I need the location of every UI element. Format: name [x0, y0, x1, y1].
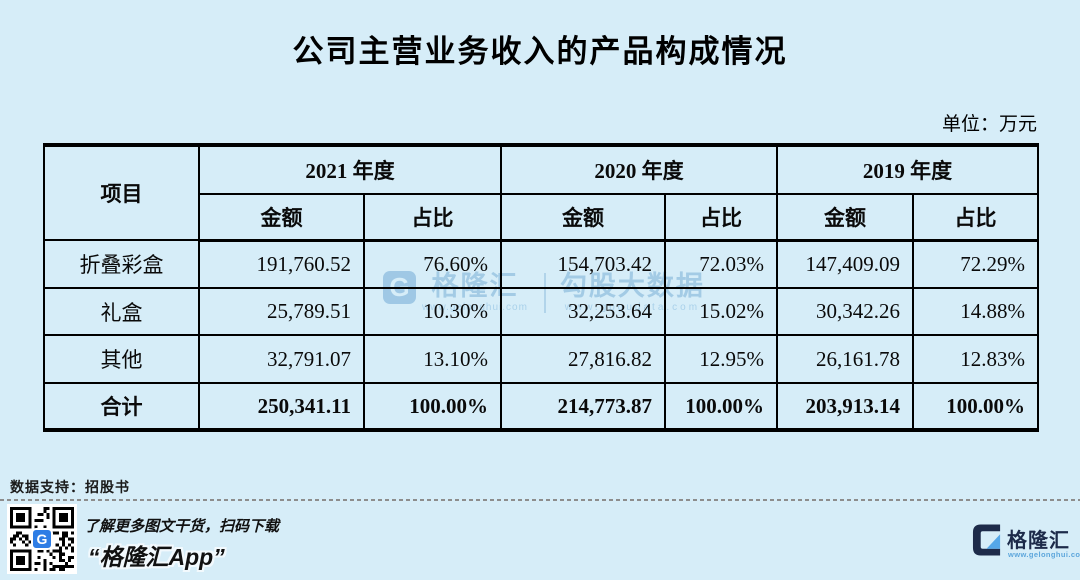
page-title: 公司主营业务收入的产品构成情况: [292, 34, 788, 69]
cell-share: 100.00%: [912, 382, 1039, 431]
footer-divider: [0, 499, 1080, 501]
cell-amount: 30,342.26: [776, 287, 914, 336]
brand-name-text: 格隆汇: [1007, 530, 1070, 552]
col-header-amount-2020: 金额: [500, 193, 666, 242]
cell-share: 13.10%: [363, 334, 502, 384]
cell-share: 76.60%: [363, 239, 502, 289]
row-label: 折叠彩盒: [43, 239, 200, 289]
cell-amount: 25,789.51: [198, 287, 365, 336]
revenue-composition-table: 项目 2021 年度 2020 年度 2019 年度 金额 占比 金额 占比 金…: [43, 143, 1039, 432]
col-header-share-2021: 占比: [363, 193, 502, 242]
cell-amount: 214,773.87: [500, 382, 666, 431]
col-header-year-2020: 2020 年度: [500, 144, 778, 195]
cell-share: 12.95%: [664, 334, 778, 384]
brand-url-text: www.gelonghui.com: [1008, 550, 1080, 559]
qr-app-name: “格隆汇App”: [88, 544, 225, 570]
cell-amount: 32,253.64: [500, 287, 666, 336]
col-header-share-2020: 占比: [664, 193, 778, 242]
cell-share: 100.00%: [363, 382, 502, 431]
col-header-amount-2019: 金额: [776, 193, 914, 242]
col-header-item: 项目: [43, 144, 200, 241]
cell-amount: 250,341.11: [198, 382, 365, 431]
cell-amount: 147,409.09: [776, 239, 914, 289]
qr-caption-text: 了解更多图文干货，扫码下载: [84, 518, 280, 535]
cell-amount: 203,913.14: [776, 382, 914, 431]
qr-code: G: [7, 504, 77, 574]
table-row-gift-box: 礼盒 25,789.51 10.30% 32,253.64 15.02% 30,…: [43, 287, 1039, 336]
qr-pattern: [10, 507, 74, 571]
cell-share: 10.30%: [363, 287, 502, 336]
cell-share: 72.29%: [912, 239, 1039, 289]
row-label: 礼盒: [43, 287, 200, 336]
col-header-share-2019: 占比: [912, 193, 1039, 242]
qr-center-logo-icon: G: [31, 528, 53, 550]
gelonghui-g-icon: [972, 524, 1001, 556]
col-header-amount-2021: 金额: [198, 193, 365, 242]
data-source-note: 数据支持：招股书: [10, 479, 130, 495]
cell-share: 15.02%: [664, 287, 778, 336]
cell-share: 72.03%: [664, 239, 778, 289]
row-label: 合计: [43, 382, 200, 431]
table-row-total: 合计 250,341.11 100.00% 214,773.87 100.00%…: [43, 382, 1039, 431]
brand-logo: 格隆汇 www.gelonghui.com: [972, 522, 1080, 562]
unit-note: 单位：万元: [941, 114, 1037, 135]
table-row-other: 其他 32,791.07 13.10% 27,816.82 12.95% 26,…: [43, 334, 1039, 384]
cell-amount: 191,760.52: [198, 239, 365, 289]
cell-amount: 26,161.78: [776, 334, 914, 384]
cell-amount: 27,816.82: [500, 334, 666, 384]
cell-share: 100.00%: [664, 382, 778, 431]
cell-share: 12.83%: [912, 334, 1039, 384]
row-label: 其他: [43, 334, 200, 384]
cell-amount: 154,703.42: [500, 239, 666, 289]
table-row-folding-box: 折叠彩盒 191,760.52 76.60% 154,703.42 72.03%…: [43, 239, 1039, 289]
cell-share: 14.88%: [912, 287, 1039, 336]
col-header-year-2021: 2021 年度: [198, 144, 502, 195]
col-header-year-2019: 2019 年度: [776, 144, 1039, 195]
cell-amount: 32,791.07: [198, 334, 365, 384]
